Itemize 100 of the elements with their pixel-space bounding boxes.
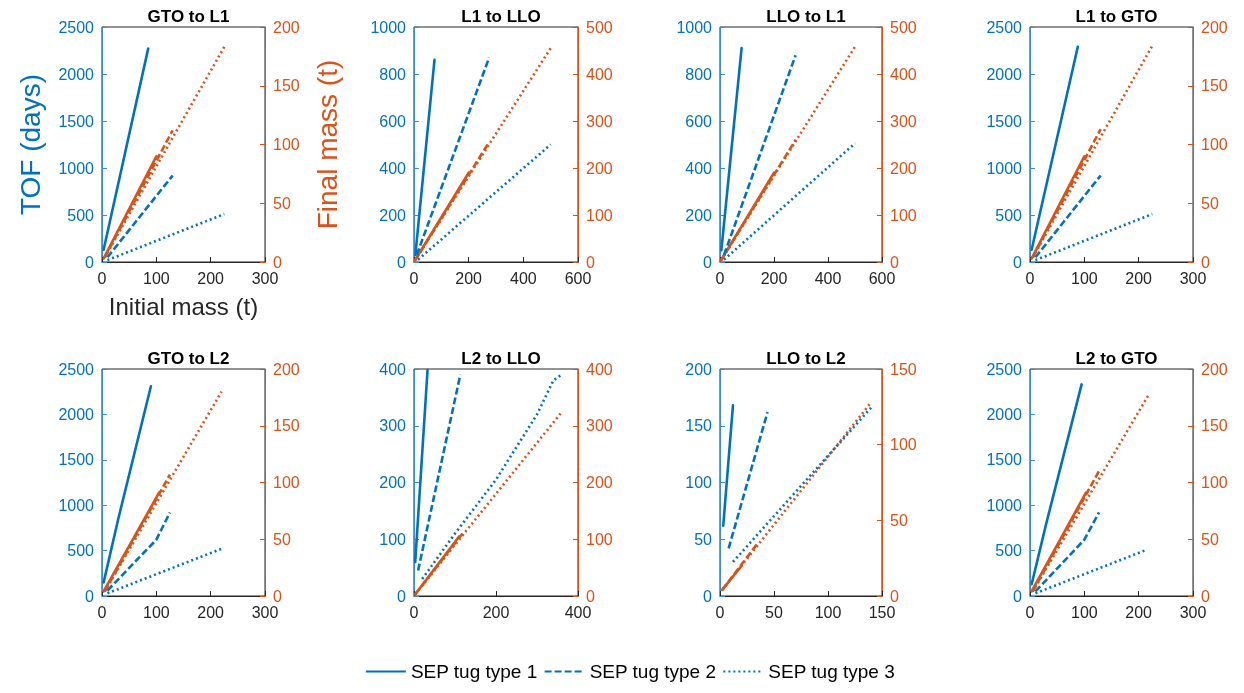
y-tick-label: 500	[995, 206, 1023, 224]
y2-tick-label: 50	[273, 194, 291, 212]
y-tick-label: 2000	[986, 405, 1023, 423]
y2-tick-label: 300	[586, 417, 613, 435]
y2-tick-label: 100	[890, 206, 917, 224]
y-tick-label: 1500	[986, 112, 1023, 130]
x-tick-label: 200	[482, 603, 510, 621]
x-tick-label: 100	[1070, 603, 1098, 621]
x-tick-label: 150	[868, 603, 896, 621]
x-tick-label: 0	[715, 269, 725, 287]
y-axis-title: TOF (days)	[14, 73, 46, 216]
y-tick-label: 500	[67, 206, 95, 224]
y-tick-label: 200	[379, 206, 407, 224]
y-tick-label: 1000	[58, 159, 95, 177]
y2-tick-label: 200	[273, 18, 300, 36]
y-tick-label: 1000	[370, 18, 407, 36]
y2-tick-label: 150	[273, 417, 300, 435]
x-tick-label: 300	[251, 603, 279, 621]
y2-tick-label: 400	[586, 65, 613, 83]
x-tick-label: 0	[409, 603, 419, 621]
y-tick-label: 300	[379, 417, 407, 435]
y-tick-label: 800	[379, 65, 407, 83]
y-tick-label: 1000	[58, 496, 95, 514]
legend-label: SEP tug type 2	[589, 661, 717, 682]
y-tick-label: 2500	[58, 360, 95, 378]
y2-tick-label: 50	[890, 511, 908, 529]
y2-tick-label: 150	[273, 77, 300, 95]
y-tick-label: 500	[995, 542, 1023, 560]
chart-title: L2 to LLO	[461, 349, 541, 368]
y2-tick-label: 0	[273, 253, 282, 271]
y-tick-label: 600	[379, 112, 407, 130]
x-tick-label: 400	[509, 269, 537, 287]
x-tick-label: 0	[1025, 603, 1035, 621]
y2-tick-label: 200	[1201, 18, 1228, 36]
y-tick-label: 2000	[986, 65, 1023, 83]
y2-tick-label: 150	[890, 360, 917, 378]
x-tick-label: 100	[1070, 269, 1098, 287]
y2-tick-label: 100	[586, 206, 613, 224]
y2-tick-label: 0	[1201, 253, 1210, 271]
y2-tick-label: 100	[273, 474, 300, 491]
x-tick-label: 200	[197, 603, 225, 621]
y-tick-label: 1000	[986, 496, 1023, 514]
y-tick-label: 1500	[58, 112, 95, 130]
chart-title: LLO to L1	[766, 7, 846, 26]
y2-tick-label: 400	[890, 65, 917, 83]
y2-tick-label: 500	[890, 18, 917, 36]
x-tick-label: 200	[1125, 603, 1153, 621]
y2-tick-label: 0	[586, 587, 595, 605]
y-tick-label: 0	[85, 253, 95, 271]
x-tick-label: 300	[1179, 603, 1207, 621]
y-tick-label: 0	[85, 587, 95, 605]
y2-tick-label: 0	[1201, 587, 1210, 605]
legend-label: SEP tug type 1	[410, 661, 538, 682]
y2-tick-label: 300	[890, 112, 917, 130]
y2-tick-label: 50	[273, 530, 291, 548]
y2-tick-label: 150	[1201, 77, 1228, 95]
y2-tick-label: 0	[586, 253, 595, 271]
x-tick-label: 0	[409, 269, 419, 287]
x-tick-label: 600	[564, 269, 592, 287]
y-tick-label: 1000	[986, 159, 1023, 177]
y2-tick-label: 100	[586, 530, 613, 548]
y2-tick-label: 50	[1201, 194, 1219, 212]
y-tick-label: 100	[685, 474, 713, 491]
y-tick-label: 2500	[58, 18, 95, 36]
y-tick-label: 1500	[58, 451, 95, 469]
y-tick-label: 50	[694, 530, 713, 548]
y-tick-label: 2500	[986, 18, 1023, 36]
y2-tick-label: 400	[586, 360, 613, 378]
x-tick-label: 200	[197, 269, 225, 287]
y2-tick-label: 100	[1201, 136, 1228, 153]
x-axis-title: Initial mass (t)	[108, 292, 259, 320]
y-tick-label: 400	[379, 159, 407, 177]
chart-title: LLO to L2	[766, 349, 846, 368]
x-tick-label: 200	[455, 269, 483, 287]
y2-tick-label: 200	[586, 159, 613, 177]
x-tick-label: 100	[142, 603, 170, 621]
chart-title: L1 to LLO	[461, 7, 541, 26]
y2-tick-label: 50	[1201, 530, 1219, 548]
y2-tick-label: 100	[890, 436, 917, 454]
y-tick-label: 600	[685, 112, 713, 130]
y2-tick-label: 500	[586, 18, 613, 36]
y-tick-label: 200	[379, 474, 407, 491]
y-tick-label: 2000	[58, 405, 95, 423]
x-tick-label: 100	[814, 603, 842, 621]
chart-title: L2 to GTO	[1075, 349, 1158, 368]
x-tick-label: 600	[868, 269, 896, 287]
y2-tick-label: 0	[890, 253, 899, 271]
y-tick-label: 1000	[676, 18, 713, 36]
y-tick-label: 400	[379, 360, 407, 378]
x-tick-label: 0	[715, 603, 725, 621]
y-tick-label: 200	[685, 360, 713, 378]
y2-tick-label: 0	[890, 587, 899, 605]
y-tick-label: 800	[685, 65, 713, 83]
chart-title: GTO to L1	[147, 7, 230, 26]
x-tick-label: 400	[564, 603, 592, 621]
y2-tick-label: 200	[586, 474, 613, 491]
y2-tick-label: 0	[273, 587, 282, 605]
y-tick-label: 0	[703, 587, 713, 605]
y-tick-label: 0	[1013, 253, 1023, 271]
y-tick-label: 2500	[986, 360, 1023, 378]
